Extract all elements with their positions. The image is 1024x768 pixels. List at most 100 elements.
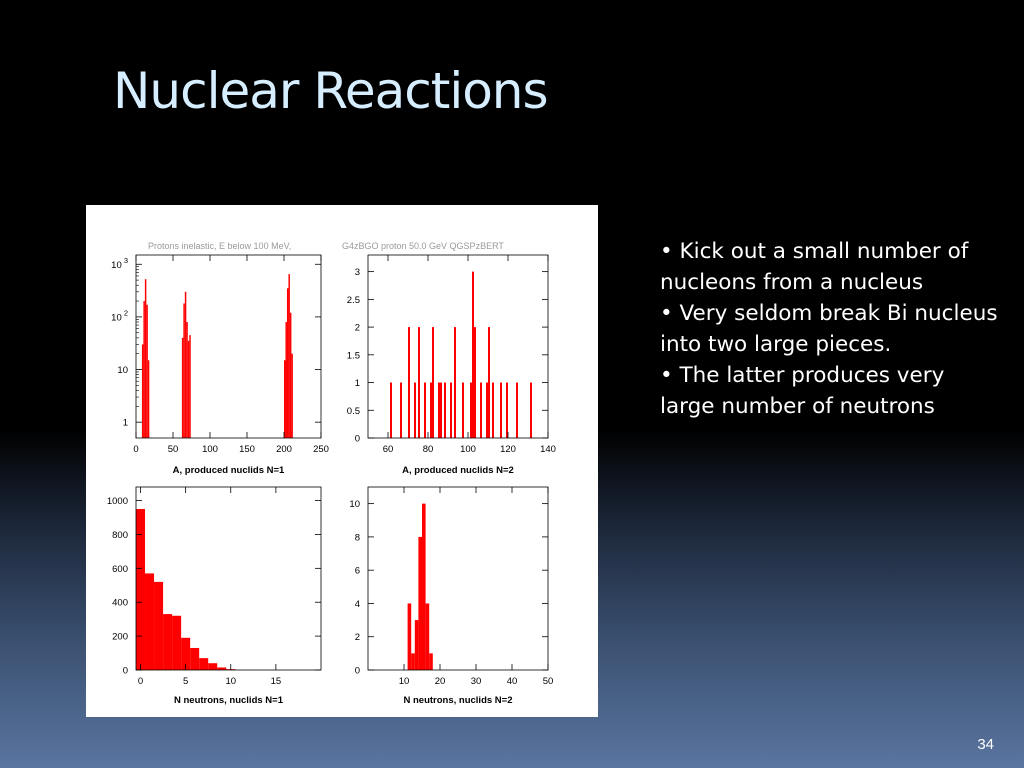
y-tick-label: 6 bbox=[355, 566, 360, 577]
histogram-bar bbox=[145, 573, 155, 670]
histogram-bar bbox=[462, 382, 464, 438]
y-tick-label: 600 bbox=[112, 564, 128, 575]
histogram-bar bbox=[424, 382, 426, 438]
y-tick-label: 0.5 bbox=[347, 406, 360, 417]
x-tick-label: 10 bbox=[225, 676, 236, 687]
histogram-svg: Protons inelastic, E below 100 MeV, G4zB… bbox=[107, 241, 556, 706]
slide-number: 34 bbox=[977, 736, 994, 753]
y-tick-label: 10 bbox=[117, 365, 128, 376]
y-tick-label: 0 bbox=[355, 666, 360, 677]
histogram-bar bbox=[480, 382, 482, 438]
histogram-bar bbox=[146, 304, 148, 438]
plot-frame bbox=[135, 254, 322, 439]
histogram-bar bbox=[143, 301, 145, 438]
histogram-panel-4: 10 20 30 40 50 0 2 4 6 8 10 N neutrons, nuclids N=2 bbox=[349, 486, 554, 706]
x-axis-title: N neutrons, nuclids N=1 bbox=[174, 695, 284, 706]
y-tick-label: 2.5 bbox=[347, 295, 360, 306]
histogram-bar bbox=[440, 382, 442, 438]
histogram-bar bbox=[390, 382, 392, 438]
histogram-bar bbox=[183, 303, 185, 438]
x-axis-title: A, produced nuclids N=1 bbox=[173, 465, 285, 476]
histogram-bar bbox=[136, 509, 146, 670]
histogram-bar bbox=[189, 335, 191, 438]
x-tick-label: 200 bbox=[276, 444, 292, 455]
histogram-bar bbox=[154, 581, 164, 670]
x-tick-label: 5 bbox=[183, 676, 188, 687]
plot-frame bbox=[367, 254, 549, 439]
x-tick-label: 140 bbox=[540, 444, 556, 455]
histogram-bar bbox=[411, 653, 415, 670]
x-tick-label: 50 bbox=[543, 676, 554, 687]
histogram-bar bbox=[186, 321, 188, 438]
histogram-bar bbox=[438, 382, 440, 438]
histogram-bar bbox=[208, 663, 218, 670]
histogram-bar bbox=[429, 653, 433, 670]
histogram-bar bbox=[530, 382, 532, 438]
histogram-bar bbox=[488, 327, 490, 438]
slide-title: Nuclear Reactions bbox=[113, 62, 549, 120]
x-tick-label: 250 bbox=[313, 444, 329, 455]
plot-frame bbox=[367, 486, 549, 671]
histogram-panel-3: 0 5 10 15 0 200 400 600 800 1000 N neutrons, nucli… bbox=[107, 486, 322, 706]
histogram-bar bbox=[500, 382, 502, 438]
y-tick-label: 10 3 bbox=[111, 256, 128, 271]
histogram-bar bbox=[172, 615, 182, 670]
y-tick-label: 0 bbox=[123, 666, 128, 677]
bullet-item: • Kick out a small number of nucleons fr… bbox=[660, 239, 969, 295]
histogram-bar bbox=[444, 382, 446, 438]
histogram-figure: Protons inelastic, E below 100 MeV, G4zB… bbox=[86, 205, 598, 717]
x-tick-label: 0 bbox=[133, 444, 138, 455]
histogram-bar bbox=[474, 327, 476, 438]
x-axis-title: N neutrons, nuclids N=2 bbox=[403, 695, 512, 706]
histogram-bar bbox=[432, 327, 434, 438]
plot-frame bbox=[135, 486, 322, 671]
histogram-bar bbox=[407, 603, 412, 670]
y-tick-label: 400 bbox=[112, 598, 128, 609]
histogram-bar bbox=[147, 360, 150, 438]
histogram-bar bbox=[425, 603, 430, 670]
y-tick-label: 10 2 bbox=[111, 308, 128, 323]
x-tick-label: 80 bbox=[423, 444, 434, 455]
bullet-item: • Very seldom break Bi nucleus into two … bbox=[660, 301, 998, 357]
bullet-item: • The latter produces very large number … bbox=[660, 363, 945, 419]
histogram-bar bbox=[286, 288, 289, 438]
histogram-bar bbox=[486, 382, 488, 438]
histogram-bar bbox=[418, 327, 420, 438]
histogram-bar bbox=[414, 620, 419, 670]
histogram-bar bbox=[199, 658, 209, 670]
y-tick-label: 200 bbox=[112, 632, 128, 643]
histogram-bar bbox=[141, 344, 144, 438]
histogram-bar bbox=[516, 382, 518, 438]
x-tick-label: 20 bbox=[435, 676, 446, 687]
histogram-bar bbox=[184, 291, 187, 438]
histogram-bar bbox=[187, 340, 190, 438]
histogram-bar bbox=[190, 647, 200, 670]
histogram-bar bbox=[414, 382, 416, 438]
y-tick-label: 4 bbox=[355, 599, 360, 610]
y-tick-label: 2 bbox=[355, 632, 360, 643]
histogram-bar bbox=[472, 271, 474, 438]
histogram-bar bbox=[450, 382, 452, 438]
histogram-bar bbox=[506, 382, 508, 438]
x-tick-label: 50 bbox=[168, 444, 179, 455]
x-tick-label: 30 bbox=[471, 676, 482, 687]
y-tick-label: 1000 bbox=[107, 496, 128, 507]
histogram-bar bbox=[430, 382, 432, 438]
histogram-bar bbox=[181, 637, 191, 670]
x-tick-label: 60 bbox=[383, 444, 394, 455]
histogram-bar bbox=[408, 327, 410, 438]
histogram-bar bbox=[492, 382, 494, 438]
histogram-bar bbox=[288, 274, 290, 438]
x-tick-label: 0 bbox=[138, 676, 143, 687]
histogram-panel-1: 0 50 100 150 200 250 1 10 10 2 10 3 A, produced nu… bbox=[111, 254, 329, 476]
x-tick-label: 40 bbox=[507, 676, 518, 687]
x-tick-label: 150 bbox=[239, 444, 255, 455]
y-tick-label: 8 bbox=[355, 532, 360, 543]
histogram-bar bbox=[163, 614, 173, 670]
figure-header-left: Protons inelastic, E below 100 MeV, bbox=[148, 241, 291, 251]
histogram-bar bbox=[470, 382, 472, 438]
y-tick-label: 2 bbox=[355, 323, 360, 334]
histogram-bar bbox=[144, 279, 147, 438]
histogram-bar bbox=[422, 503, 426, 670]
histogram-bar bbox=[291, 353, 293, 438]
